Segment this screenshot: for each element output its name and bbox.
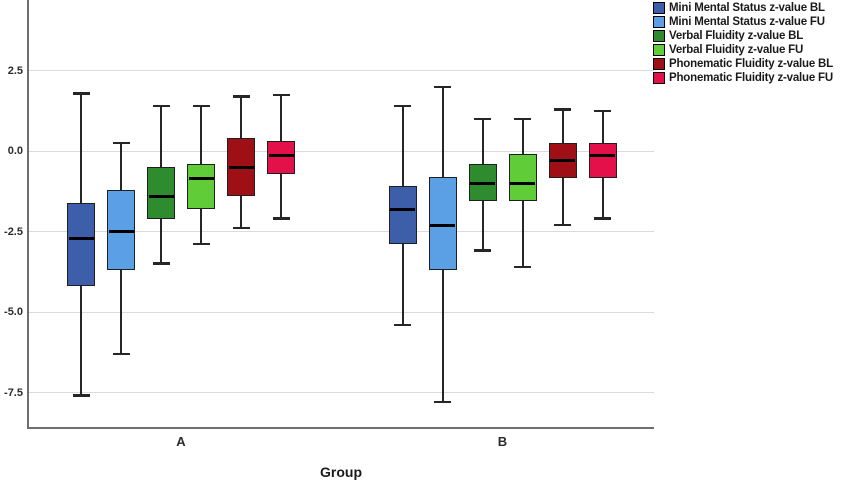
y-axis-line — [27, 0, 29, 428]
legend-swatch-icon — [653, 30, 665, 42]
gridline — [28, 150, 654, 152]
whisker-cap-bottom — [72, 394, 90, 397]
median-line — [510, 181, 535, 185]
whisker-cap-bottom — [514, 265, 531, 269]
median-line — [148, 194, 174, 198]
whisker-cap-bottom — [272, 217, 290, 220]
whisker-cap-bottom — [192, 242, 210, 246]
whisker-cap-bottom — [152, 262, 170, 265]
legend-label: Phonematic Fluidity z-value FU — [669, 72, 833, 84]
y-axis-tick-label: 2.5 — [7, 64, 23, 77]
median-line — [430, 223, 455, 227]
whisker-cap-top — [394, 104, 411, 108]
legend-item: Verbal Fluidity z-value BL — [653, 29, 833, 43]
boxplot-box — [588, 142, 617, 179]
x-axis-title: Group — [320, 464, 362, 480]
gridline — [28, 231, 654, 233]
boxplot-box — [67, 202, 95, 287]
x-axis-line — [27, 427, 654, 429]
whisker-cap-bottom — [474, 249, 491, 252]
median-line — [470, 181, 495, 185]
median-line — [188, 176, 214, 180]
boxplot-box — [107, 189, 135, 271]
whisker-cap-top — [514, 117, 531, 121]
gridline — [28, 311, 654, 313]
whisker-cap-top — [72, 92, 90, 95]
whisker-cap-bottom — [112, 352, 130, 356]
legend-item: Verbal Fluidity z-value FU — [653, 43, 833, 57]
whisker-cap-bottom — [232, 226, 250, 230]
whisker-cap-top — [152, 104, 170, 108]
median-line — [108, 230, 134, 234]
legend-swatch-icon — [653, 16, 665, 28]
gridline — [28, 392, 654, 394]
boxplot-box — [187, 163, 215, 210]
y-axis-tick-label: 0.0 — [7, 145, 23, 158]
whisker-cap-top — [192, 104, 210, 108]
legend: Mini Mental Status z-value BL Mini Mental… — [653, 1, 833, 85]
median-line — [228, 165, 254, 169]
legend-label: Mini Mental Status z-value BL — [669, 2, 825, 14]
boxplot-box — [428, 176, 457, 271]
boxplot-box — [147, 167, 175, 219]
legend-swatch-icon — [653, 72, 665, 84]
legend-swatch-icon — [653, 44, 665, 56]
whisker-cap-top — [272, 93, 290, 97]
y-axis-tick-label: -5.0 — [4, 306, 23, 319]
legend-label: Mini Mental Status z-value FU — [669, 16, 825, 28]
whisker-cap-bottom — [434, 400, 451, 404]
legend-item: Mini Mental Status z-value FU — [653, 15, 833, 29]
median-line — [390, 207, 415, 211]
median-line — [268, 154, 294, 158]
legend-item: Phonematic Fluidity z-value BL — [653, 57, 833, 71]
legend-label: Verbal Fluidity z-value FU — [669, 44, 804, 56]
legend-swatch-icon — [653, 58, 665, 70]
median-line — [590, 154, 615, 158]
whisker-cap-bottom — [394, 323, 411, 327]
boxplot-box — [267, 141, 295, 174]
whisker-cap-top — [434, 85, 451, 89]
whisker-cap-top — [232, 95, 250, 98]
y-axis-tick-label: -2.5 — [4, 225, 23, 238]
whisker-cap-bottom — [554, 223, 571, 227]
legend-item: Mini Mental Status z-value BL — [653, 1, 833, 15]
legend-swatch-icon — [653, 2, 665, 14]
y-axis-tick-label: -7.5 — [4, 386, 23, 399]
x-axis-group-label: B — [497, 434, 508, 449]
x-axis-group-label: A — [176, 434, 186, 449]
legend-label: Phonematic Fluidity z-value BL — [669, 58, 833, 70]
whisker-cap-top — [112, 141, 130, 145]
legend-label: Verbal Fluidity z-value BL — [669, 30, 804, 42]
whisker-cap-top — [474, 117, 491, 121]
gridline — [28, 70, 654, 71]
median-line — [68, 236, 94, 240]
whisker-cap-top — [554, 108, 571, 111]
boxplot-box — [508, 154, 537, 201]
boxplot-box — [388, 186, 417, 245]
whisker-cap-bottom — [594, 217, 611, 220]
whisker-cap-top — [594, 109, 611, 113]
legend-item: Phonematic Fluidity z-value FU — [653, 71, 833, 85]
median-line — [550, 159, 575, 163]
